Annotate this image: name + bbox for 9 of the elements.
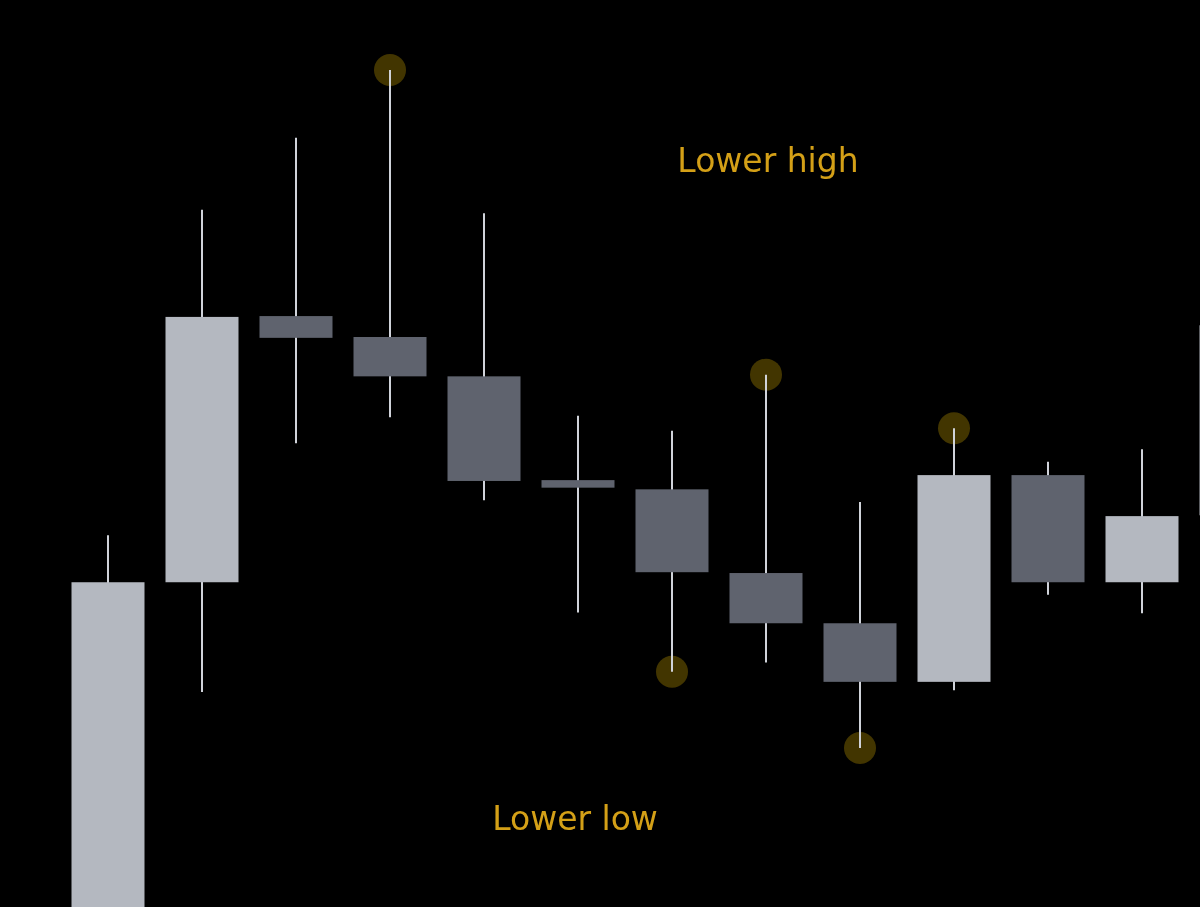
annotation: Lower high [677, 140, 859, 180]
point [844, 731, 876, 764]
annotation: Lower low [492, 798, 658, 838]
candlestick [259, 136, 333, 445]
point [750, 358, 782, 391]
point [374, 54, 406, 86]
point [938, 412, 970, 445]
candlestick [541, 414, 615, 614]
point [656, 655, 688, 688]
